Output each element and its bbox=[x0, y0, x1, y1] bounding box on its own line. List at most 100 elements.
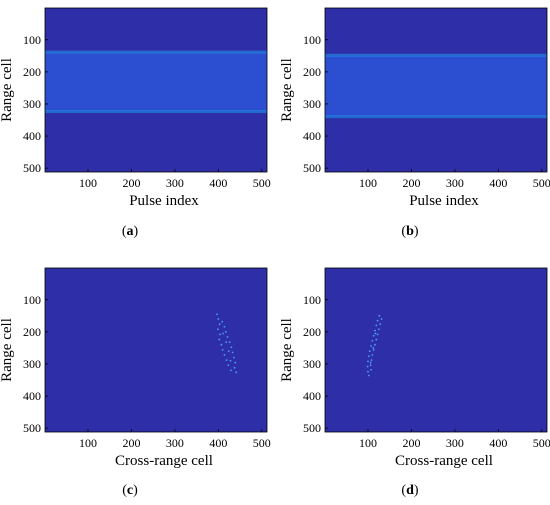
scatter-point bbox=[223, 354, 226, 356]
scatter-point bbox=[227, 364, 230, 367]
echo-band-edge-bottom bbox=[45, 110, 267, 114]
y-tick-label: 200 bbox=[303, 65, 321, 79]
x-tick-label: 100 bbox=[359, 176, 377, 190]
panel-1: 100 200 300 400 500 100 200 300 400 500 Pulse inde… bbox=[0, 7, 271, 239]
x-tick-label: 500 bbox=[253, 176, 271, 190]
scatter-point bbox=[367, 355, 370, 358]
y-tick-label: 500 bbox=[23, 161, 41, 175]
scatter-point bbox=[367, 360, 369, 363]
y-tick-label: 500 bbox=[23, 421, 41, 435]
x-tick-label: 200 bbox=[122, 176, 140, 190]
scatter-point bbox=[217, 328, 219, 331]
scatter-point bbox=[233, 366, 236, 369]
scatter-point bbox=[372, 334, 375, 337]
scatter-point bbox=[374, 332, 377, 335]
x-tick-label: 300 bbox=[166, 436, 184, 450]
scatter-point bbox=[376, 319, 379, 322]
scatter-point bbox=[221, 320, 224, 323]
y-tick-label: 300 bbox=[303, 97, 321, 111]
x-tick-label: 100 bbox=[79, 176, 97, 190]
scatter-point bbox=[220, 343, 223, 346]
scatter-point bbox=[366, 365, 369, 368]
scatter-point bbox=[221, 348, 224, 351]
scatter-point bbox=[224, 330, 227, 333]
scatter-point bbox=[228, 341, 231, 344]
y-tick-label: 300 bbox=[303, 357, 321, 371]
x-tick-label: 100 bbox=[79, 436, 97, 450]
y-tick-label: 300 bbox=[23, 97, 41, 111]
y-tick-label: 200 bbox=[23, 65, 41, 79]
scatter-point bbox=[223, 325, 226, 328]
axes-frame bbox=[324, 7, 548, 173]
scatter-point bbox=[218, 338, 221, 341]
panel-3: 100 200 300 400 500 100 200 300 400 500 Cross-rang… bbox=[0, 267, 271, 498]
panel-label: (a) bbox=[122, 224, 139, 239]
y-axis-label: Range cell bbox=[279, 318, 295, 382]
y-axis-label: Range cell bbox=[279, 58, 295, 122]
x-tick-label: 500 bbox=[253, 436, 271, 450]
scatter-point bbox=[372, 347, 375, 349]
scatter-point bbox=[370, 368, 372, 371]
scatter-point bbox=[368, 350, 371, 353]
scatter-point bbox=[375, 324, 378, 327]
panel-label: (c) bbox=[122, 483, 138, 498]
axes-frame bbox=[44, 7, 268, 173]
axes-frame bbox=[324, 267, 548, 433]
axes-frame bbox=[44, 267, 268, 433]
x-tick-label: 500 bbox=[533, 176, 550, 190]
x-axis-label: Cross-range cell bbox=[395, 453, 493, 469]
y-tick-label: 500 bbox=[303, 161, 321, 175]
scatter-point bbox=[222, 332, 225, 335]
x-tick-label: 200 bbox=[402, 176, 420, 190]
scatter-point bbox=[369, 361, 372, 364]
y-tick-label: 100 bbox=[23, 293, 41, 307]
scatter-point bbox=[227, 350, 230, 353]
scatter-point bbox=[225, 341, 228, 344]
scatter-point bbox=[377, 328, 380, 331]
y-tick-label: 400 bbox=[23, 129, 41, 143]
x-tick-label: 100 bbox=[359, 436, 377, 450]
scatter-point bbox=[376, 333, 379, 336]
panel-label: (b) bbox=[401, 224, 418, 239]
scatter-point bbox=[367, 374, 370, 377]
scatter-point bbox=[370, 359, 373, 362]
scatter-point bbox=[230, 346, 233, 349]
y-tick-label: 500 bbox=[303, 421, 321, 435]
y-tick-label: 100 bbox=[303, 293, 321, 307]
scatter-point bbox=[374, 329, 376, 332]
x-tick-label: 300 bbox=[166, 176, 184, 190]
y-tick-label: 100 bbox=[303, 33, 321, 47]
scatter-point bbox=[231, 351, 234, 354]
echo-band-edge-top bbox=[45, 50, 267, 54]
x-tick-label: 300 bbox=[446, 436, 464, 450]
y-axis-label: Range cell bbox=[0, 318, 15, 382]
scatter-point bbox=[378, 314, 381, 317]
scatter-point bbox=[219, 333, 221, 336]
y-tick-label: 300 bbox=[23, 357, 41, 371]
y-tick-label: 200 bbox=[23, 325, 41, 339]
echo-band-edge-top bbox=[325, 53, 547, 57]
echo-band-edge-bottom bbox=[325, 115, 547, 119]
x-tick-label: 200 bbox=[402, 436, 420, 450]
x-tick-label: 400 bbox=[489, 176, 507, 190]
panel-4: 100 200 300 400 500 100 200 300 400 500 Cross-rang… bbox=[279, 267, 550, 498]
scatter-point bbox=[233, 356, 235, 359]
scatter-point bbox=[216, 313, 218, 316]
scatter-point bbox=[217, 318, 220, 320]
scatter-point bbox=[367, 370, 369, 373]
scatter-point bbox=[371, 339, 374, 342]
x-tick-label: 400 bbox=[209, 436, 227, 450]
y-tick-label: 200 bbox=[303, 325, 321, 339]
x-tick-label: 400 bbox=[209, 176, 227, 190]
plot-background bbox=[325, 268, 547, 432]
scatter-point bbox=[230, 369, 232, 372]
x-tick-label: 400 bbox=[489, 436, 507, 450]
x-tick-label: 200 bbox=[122, 436, 140, 450]
y-tick-label: 400 bbox=[23, 389, 41, 403]
plot-background bbox=[45, 268, 267, 432]
scatter-point bbox=[371, 354, 374, 356]
scatter-point bbox=[374, 343, 376, 346]
scatter-point bbox=[229, 359, 232, 362]
y-axis-label: Range cell bbox=[0, 58, 15, 122]
